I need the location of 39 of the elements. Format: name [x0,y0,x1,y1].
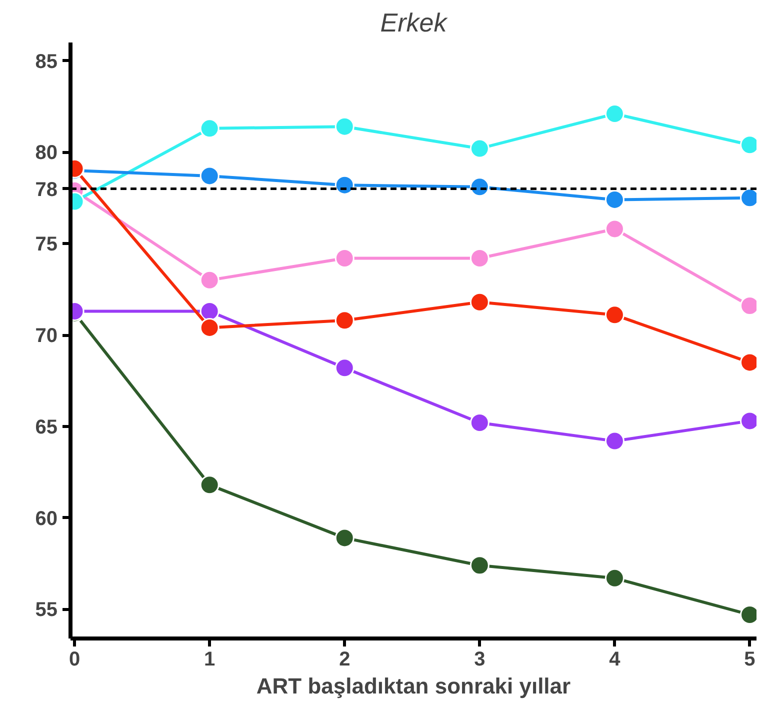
x-tick-label: 0 [68,648,80,670]
point [200,302,220,321]
point [200,318,220,338]
point [604,104,624,124]
chart-title: Erkek [380,8,449,38]
y-tick-label: 70 [35,325,58,348]
point [334,310,354,330]
point [334,358,354,378]
point [334,528,354,548]
y-tick-label: 85 [35,50,58,73]
point [470,556,490,576]
point [470,413,490,432]
y-tick-label: 60 [35,508,58,530]
point [200,270,220,290]
point [334,175,354,195]
y-tick-label: 65 [35,416,58,438]
y-tick-label: 78 [35,178,58,201]
x-tick-label: 1 [204,648,216,670]
point [604,190,624,210]
point [470,248,490,268]
point [334,248,354,268]
x-tick-label: 2 [339,648,350,670]
point [470,292,490,312]
point [200,166,220,186]
point [200,118,220,138]
y-tick-label: 80 [35,142,58,164]
point [470,138,490,158]
point [604,305,624,325]
x-tick-label: 4 [609,648,622,670]
y-tick-label: 75 [35,234,58,256]
point [604,568,624,588]
x-axis-title: ART başladıktan sonraki yıllar [256,674,572,698]
y-tick-label: 55 [35,599,58,622]
point [604,431,624,451]
point [334,116,354,136]
point [604,219,624,239]
x-tick-label: 5 [744,648,756,670]
x-tick-label: 3 [474,648,486,670]
point [200,475,220,495]
